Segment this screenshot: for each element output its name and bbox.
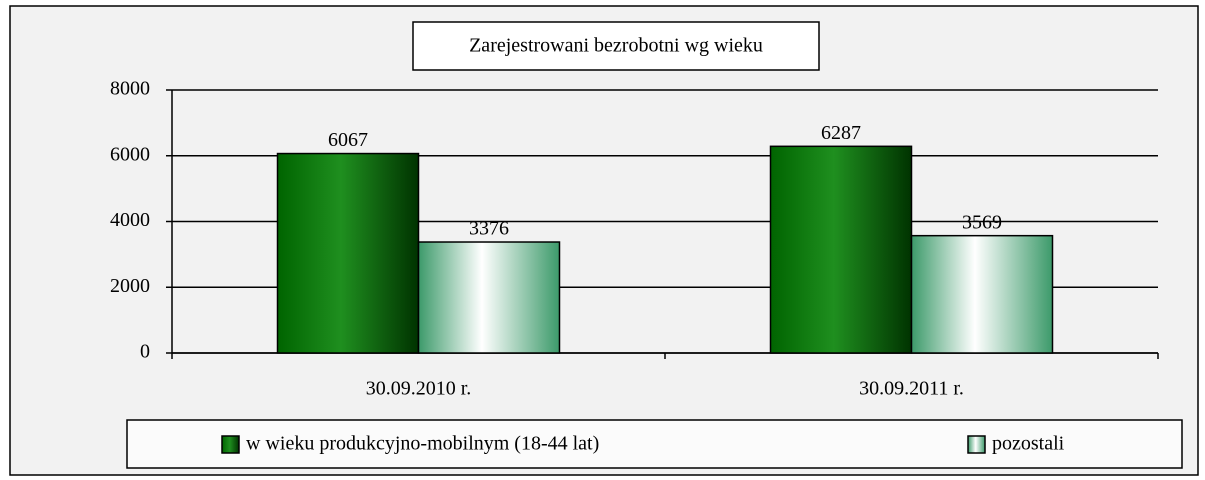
legend-box — [126, 419, 1183, 469]
y-tick-label: 2000 — [110, 275, 150, 297]
x-tick-label: 30.09.2010 r. — [366, 378, 472, 400]
data-label: 3569 — [962, 211, 1002, 233]
bar — [910, 234, 1054, 354]
legend-label: pozostali — [992, 433, 1065, 455]
title-box — [412, 21, 820, 71]
legend-label: w wieku produkcyjno-mobilnym (18-44 lat) — [246, 433, 599, 455]
y-tick-label: 4000 — [110, 209, 150, 231]
y-tick-label: 0 — [140, 341, 150, 363]
y-tick-label: 8000 — [110, 78, 150, 100]
legend-swatch — [221, 435, 240, 454]
data-label: 3376 — [469, 218, 509, 240]
y-tick-label: 6000 — [110, 143, 150, 165]
x-tick-label: 30.09.2011 r. — [859, 378, 964, 400]
data-label: 6067 — [328, 129, 368, 151]
bar — [769, 145, 913, 354]
chart-title: Zarejestrowani bezrobotni wg wieku — [469, 35, 763, 57]
legend-swatch — [967, 435, 986, 454]
bar — [417, 241, 561, 354]
bar — [276, 152, 420, 354]
data-label: 6287 — [821, 122, 861, 144]
